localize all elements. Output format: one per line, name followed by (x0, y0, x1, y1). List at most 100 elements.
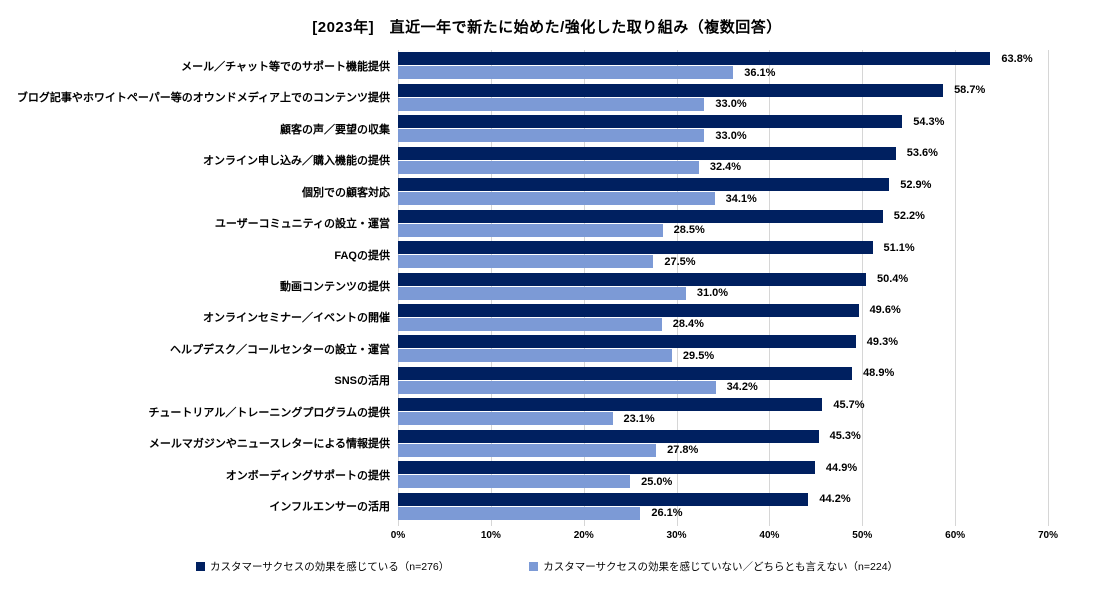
value-label: 45.3% (829, 430, 861, 443)
bar-effect-felt (398, 178, 890, 192)
bar-line: 63.8% (398, 52, 1048, 66)
bar-effect-not-felt (398, 349, 672, 363)
category-label: オンライン申し込み／購入機能の提供 (203, 155, 390, 168)
bar-group: 44.9% 25.0% (398, 459, 1048, 490)
bar-effect-not-felt (398, 506, 641, 520)
x-tick-label: 20% (573, 530, 594, 541)
bar-line: 31.0% (398, 286, 1048, 300)
category-label: ブログ記事やホワイトペーパー等のオウンドメディア上でのコンテンツ提供 (16, 92, 390, 105)
gridline-70% (1048, 50, 1049, 526)
bar-line: 34.1% (398, 192, 1048, 206)
bar-group: 63.8% 36.1% (398, 50, 1048, 81)
value-label: 58.7% (954, 84, 986, 97)
value-label: 63.8% (1001, 52, 1033, 65)
value-label: 49.6% (869, 304, 901, 317)
bar-effect-not-felt (398, 192, 715, 206)
chart-row: ヘルプデスク／コールセンターの設立・運営 49.3% 29.5% (0, 333, 1094, 364)
value-label: 52.9% (900, 178, 932, 191)
bar-group: 51.1% 27.5% (398, 239, 1048, 270)
value-label: 48.9% (863, 367, 895, 380)
category-label: チュートリアル／トレーニングプログラムの提供 (148, 406, 390, 419)
value-label: 28.4% (672, 318, 704, 331)
category-label: オンラインセミナー／イベントの開催 (203, 312, 390, 325)
x-tick-label: 70% (1037, 530, 1059, 541)
bar-effect-felt (398, 429, 819, 443)
bar-line: 52.9% (398, 178, 1048, 192)
bar-effect-felt (398, 52, 991, 66)
bar-chart-rows: メール／チャット等でのサポート機能提供 63.8% 36.1% ブログ記事やホワイトペ… (0, 50, 1094, 522)
category-label: ヘルプデスク／コールセンターの設立・運営 (170, 343, 390, 356)
value-label: 50.4% (877, 273, 909, 286)
category-label: メールマガジンやニュースレターによる情報提供 (148, 438, 390, 451)
chart-row: メールマガジンやニュースレターによる情報提供 45.3% 27.8% (0, 428, 1094, 459)
bar-effect-not-felt (398, 317, 662, 331)
bar-group: 58.7% 33.0% (398, 81, 1048, 112)
bar-line: 49.6% (398, 303, 1048, 317)
legend-label: カスタマーサクセスの効果を感じていない／どちらとも言えない（n=224） (543, 561, 899, 573)
x-tick-label: 50% (852, 530, 873, 541)
category-label: 個別での顧客対応 (302, 186, 390, 199)
value-label: 27.5% (664, 255, 696, 268)
category-label: SNSの活用 (334, 375, 390, 388)
chart-row: メール／チャット等でのサポート機能提供 63.8% 36.1% (0, 50, 1094, 81)
bar-effect-felt (398, 335, 856, 349)
bar-line: 25.0% (398, 475, 1048, 489)
bar-line: 36.1% (398, 66, 1048, 80)
bar-line: 44.9% (398, 461, 1048, 475)
chart-row: ブログ記事やホワイトペーパー等のオウンドメディア上でのコンテンツ提供 58.7% 3… (0, 81, 1094, 112)
bar-line: 45.7% (398, 398, 1048, 412)
value-label: 52.2% (893, 210, 925, 223)
bar-effect-not-felt (398, 475, 631, 489)
bar-effect-felt (398, 366, 853, 380)
chart-row: 個別での顧客対応 52.9% 34.1% (0, 176, 1094, 207)
value-label: 33.0% (715, 129, 747, 142)
value-label: 26.1% (651, 507, 683, 520)
bar-line: 28.4% (398, 317, 1048, 331)
bar-effect-not-felt (398, 443, 657, 457)
value-label: 36.1% (744, 66, 776, 79)
legend-label: カスタマーサクセスの効果を感じている（n=276） (209, 561, 450, 573)
bar-line: 33.0% (398, 97, 1048, 111)
bar-effect-felt (398, 492, 809, 506)
value-label: 44.2% (819, 493, 851, 506)
bar-effect-not-felt (398, 286, 686, 300)
value-label: 29.5% (682, 349, 715, 362)
bar-line: 52.2% (398, 209, 1048, 223)
bar-line: 26.1% (398, 506, 1048, 520)
x-tick-label: 40% (759, 530, 780, 541)
bar-effect-not-felt (398, 412, 613, 426)
legend-swatch-icon (195, 562, 205, 571)
x-tick-label: 30% (666, 530, 687, 541)
bar-effect-felt (398, 146, 896, 160)
chart-row: 顧客の声／要望の収集 54.3% 33.0% (0, 113, 1094, 144)
bar-group: 49.6% 28.4% (398, 302, 1048, 333)
value-label: 28.5% (673, 224, 705, 237)
chart-title: [2023年] 直近一年で新たに始めた/強化した取り組み（複数回答） (312, 19, 782, 36)
gridline-60% (955, 50, 957, 526)
bar-effect-felt (398, 83, 944, 97)
chart-row: オンラインセミナー／イベントの開催 49.6% 28.4% (0, 302, 1094, 333)
bar-group: 44.2% 26.1% (398, 491, 1048, 522)
value-label: 23.1% (623, 412, 655, 425)
legend: カスタマーサクセスの効果を感じている（n=276） カスタマーサクセスの効果を感じ… (0, 559, 1094, 574)
bar-group: 48.9% 34.2% (398, 365, 1048, 396)
value-label: 31.0% (696, 287, 729, 300)
bar-effect-felt (398, 398, 823, 412)
value-label: 34.2% (726, 381, 758, 394)
category-label: インフルエンサーの活用 (269, 501, 390, 514)
legend-swatch-icon (529, 562, 539, 571)
bar-effect-not-felt (398, 160, 699, 174)
value-label: 53.6% (906, 147, 938, 160)
bar-line: 48.9% (398, 366, 1048, 380)
bar-line: 50.4% (398, 272, 1048, 286)
category-label: オンボーディングサポートの提供 (225, 469, 390, 482)
value-label: 51.1% (883, 241, 915, 254)
legend-item: カスタマーサクセスの効果を感じている（n=276） (195, 559, 450, 574)
chart-row: ユーザーコミュニティの設立・運営 52.2% 28.5% (0, 207, 1094, 238)
value-label: 44.9% (825, 461, 858, 474)
bar-line: 51.1% (398, 241, 1048, 255)
bar-line: 54.3% (398, 115, 1048, 129)
chart-row: SNSの活用 48.9% 34.2% (0, 365, 1094, 396)
bar-group: 50.4% 31.0% (398, 270, 1048, 301)
bar-group: 45.3% 27.8% (398, 428, 1048, 459)
